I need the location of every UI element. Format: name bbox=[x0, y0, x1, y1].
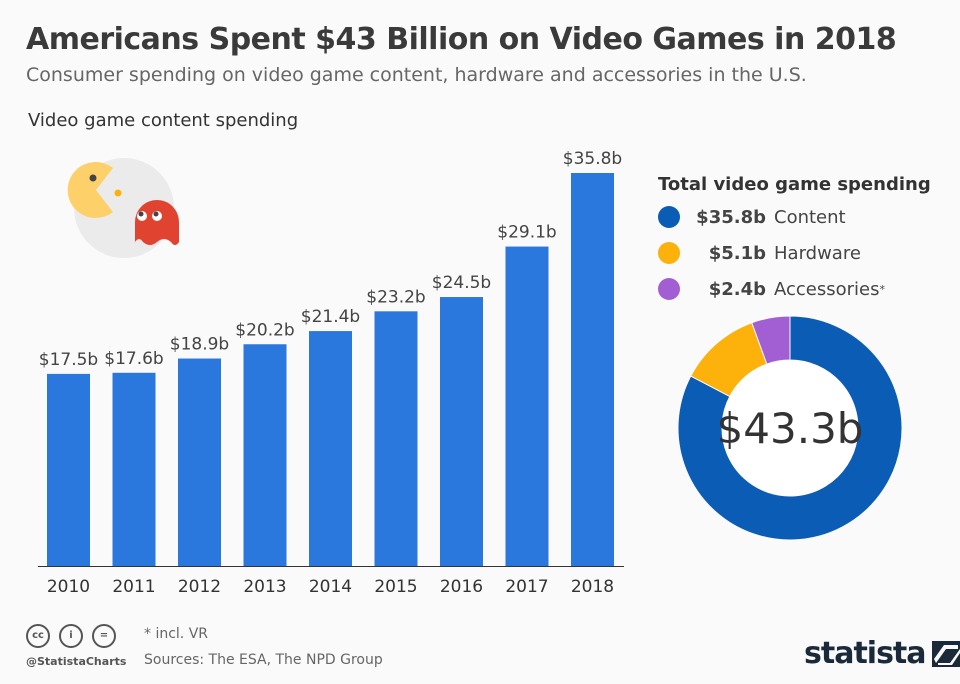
bar-value-label: $35.8b bbox=[563, 149, 622, 169]
x-tick-label: 2016 bbox=[440, 577, 483, 597]
donut-title: Total video game spending bbox=[658, 174, 931, 195]
footnote: * incl. VR bbox=[144, 626, 209, 642]
x-tick-label: 2014 bbox=[309, 577, 352, 597]
by-icon[interactable]: i bbox=[59, 624, 83, 648]
legend-swatch bbox=[658, 206, 680, 228]
bar-2012 bbox=[178, 358, 221, 566]
donut-center-label: $43.3b bbox=[717, 404, 864, 453]
bar-value-label: $17.5b bbox=[39, 350, 98, 370]
cc-icon[interactable]: cc bbox=[26, 624, 50, 648]
statista-logo-icon bbox=[931, 640, 960, 667]
legend-value: $35.8b bbox=[696, 206, 766, 228]
statista-logo[interactable]: statista bbox=[804, 636, 960, 671]
donut-chart: $43.3b bbox=[677, 315, 903, 541]
bar-value-label: $29.1b bbox=[497, 223, 556, 243]
bar-2018 bbox=[571, 173, 614, 566]
legend-label: Content bbox=[774, 206, 846, 228]
subtitle: Consumer spending on video game content,… bbox=[26, 64, 807, 86]
bar-2010 bbox=[47, 373, 90, 566]
legend-swatch bbox=[658, 242, 680, 264]
bar-2013 bbox=[243, 344, 287, 566]
bar-2011 bbox=[112, 372, 156, 566]
bar-2015 bbox=[374, 311, 418, 566]
bar-value-label: $17.6b bbox=[104, 349, 163, 369]
bar-2014 bbox=[309, 331, 352, 566]
x-tick-label: 2010 bbox=[47, 577, 90, 597]
donut-hole bbox=[722, 360, 858, 496]
bar-2017 bbox=[505, 246, 549, 566]
bar-value-label: $23.2b bbox=[366, 287, 425, 307]
x-tick-label: 2011 bbox=[112, 577, 155, 597]
x-tick-label: 2012 bbox=[178, 577, 221, 597]
x-tick-label: 2018 bbox=[571, 577, 614, 597]
x-tick-label: 2013 bbox=[243, 577, 286, 597]
legend-value: $5.1b bbox=[708, 242, 766, 264]
bar-2016 bbox=[440, 297, 483, 566]
bar-value-label: $20.2b bbox=[235, 320, 294, 340]
legend-suffix: * bbox=[879, 282, 886, 296]
sources[interactable]: Sources: The ESA, The NPD Group bbox=[144, 652, 383, 668]
legend-item-content: $35.8b Content bbox=[658, 206, 846, 228]
legend-label: Accessories bbox=[774, 278, 880, 300]
bar-value-label: $21.4b bbox=[301, 307, 360, 327]
bar-chart: $17.5b 2010 $17.6b 2011 $18.9b 2012 $20.2b 2013… bbox=[38, 149, 624, 597]
pacman-illustration bbox=[67, 158, 179, 258]
bar-value-label: $24.5b bbox=[432, 273, 491, 293]
x-tick-label: 2017 bbox=[505, 577, 548, 597]
bar-chart-title: Video game content spending bbox=[28, 110, 299, 131]
page-title: Americans Spent $43 Billion on Video Gam… bbox=[26, 22, 897, 57]
legend-item-hardware: $5.1b Hardware bbox=[658, 242, 861, 264]
bar-value-label: $18.9b bbox=[170, 335, 229, 355]
nd-icon[interactable]: = bbox=[92, 624, 116, 648]
legend-item-accessories: $2.4b Accessories * bbox=[658, 278, 885, 300]
legend-swatch bbox=[658, 278, 680, 300]
legend-label: Hardware bbox=[774, 242, 861, 264]
legend-value: $2.4b bbox=[708, 278, 766, 300]
x-tick-label: 2015 bbox=[374, 577, 417, 597]
twitter-handle[interactable]: @StatistaCharts bbox=[26, 655, 127, 668]
